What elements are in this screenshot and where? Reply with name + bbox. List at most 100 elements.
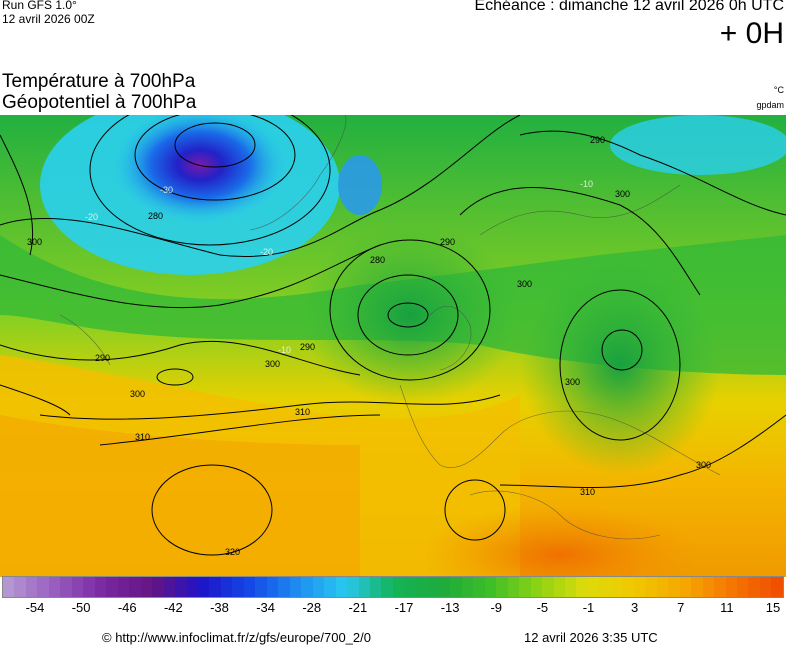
colorbar-cell — [140, 577, 153, 597]
contour-label: 300 — [265, 359, 280, 369]
colorbar-tick: -21 — [348, 600, 368, 615]
parameter-geopotential: Géopotentiel à 700hPa — [2, 92, 197, 113]
colorbar-cell — [266, 577, 279, 597]
colorbar-cell — [415, 577, 428, 597]
colorbar-cell — [243, 577, 256, 597]
colorbar-cell — [748, 577, 760, 597]
colorbar-cell — [484, 577, 497, 597]
contour-label: 280 — [370, 255, 385, 265]
colorbar-cell — [771, 577, 783, 597]
render-timestamp: 12 avril 2026 3:35 UTC — [524, 630, 658, 645]
coastlines — [59, 115, 721, 540]
colorbar-cell — [335, 577, 348, 597]
contour-label: 300 — [696, 460, 711, 470]
colorbar-cell — [255, 577, 267, 597]
contour-label: 300 — [27, 237, 42, 247]
colorbar-cell — [117, 577, 130, 597]
colorbar-cell — [278, 577, 290, 597]
colorbar-cell — [759, 577, 772, 597]
colorbar-cell — [645, 577, 657, 597]
colorbar-cell — [622, 577, 634, 597]
colorbar-cell — [37, 577, 49, 597]
colorbar-cell — [3, 577, 15, 597]
colorbar-cell — [358, 577, 370, 597]
colorbar-cell — [564, 577, 577, 597]
colorbar-cell — [725, 577, 737, 597]
contour-label: 320 — [225, 547, 240, 557]
unit-geopotential: gpdam — [756, 100, 784, 110]
colorbar-cell — [324, 577, 336, 597]
colorbar-cell — [473, 577, 485, 597]
colorbar-cell — [519, 577, 531, 597]
colorbar-tick: -17 — [394, 600, 414, 615]
contour-label: 300 — [130, 389, 145, 399]
contour-label: 300 — [517, 279, 532, 289]
colorbar-cell — [587, 577, 600, 597]
run-date: 12 avril 2026 00Z — [2, 12, 95, 26]
contour-label: 300 — [565, 377, 580, 387]
contour-label: 290 — [440, 237, 455, 247]
run-title: Run GFS 1.0° — [2, 0, 77, 12]
colorbar-cell — [404, 577, 416, 597]
colorbar-tick: -13 — [440, 600, 460, 615]
colorbar-cell — [427, 577, 439, 597]
source-link[interactable]: © http://www.infoclimat.fr/z/gfs/europe/… — [102, 630, 371, 645]
isotherm-label: -20 — [85, 212, 98, 222]
colorbar-tick: 15 — [765, 600, 781, 615]
parameter-temperature: Température à 700hPa — [2, 71, 196, 92]
colorbar-cell — [530, 577, 543, 597]
colorbar-cell — [232, 577, 244, 597]
colorbar-tick: 11 — [720, 600, 734, 615]
colorbar-cell — [175, 577, 187, 597]
colorbar-cell — [507, 577, 520, 597]
colorbar-tick: -9 — [490, 600, 503, 615]
colorbar-ticks: -54 -50 -46 -42 -38 -34 -28 -21 -17 -13 … — [0, 600, 786, 618]
contour-label: 310 — [135, 432, 150, 442]
colorbar-tick: -34 — [256, 600, 276, 615]
isotherm-label: -30 — [160, 185, 173, 195]
colorbar-cell — [461, 577, 474, 597]
colorbar-cell — [438, 577, 451, 597]
isotherm-label: -10 — [278, 345, 291, 355]
colorbar-cell — [599, 577, 611, 597]
isotherm-label: -20 — [260, 247, 273, 257]
colorbar-cell — [542, 577, 554, 597]
contour-label: 280 — [148, 211, 163, 221]
colorbar-cell — [496, 577, 508, 597]
colorbar-cell — [450, 577, 462, 597]
colorbar-cell — [679, 577, 692, 597]
colorbar-cell — [106, 577, 118, 597]
colorbar-tick: -46 — [117, 600, 137, 615]
weather-map: 280 280 290 290 290 290 300 300 300 300 … — [0, 115, 786, 577]
colorbar-cell — [83, 577, 95, 597]
colorbar-cell — [71, 577, 84, 597]
colorbar-cell — [14, 577, 26, 597]
colorbar-cell — [163, 577, 176, 597]
colorbar-cell — [301, 577, 313, 597]
cold-core — [110, 115, 290, 225]
colorbar-cell — [220, 577, 233, 597]
contour-label: 290 — [590, 135, 605, 145]
colorbar-tick: -54 — [25, 600, 45, 615]
contour-label: 310 — [580, 487, 595, 497]
unit-temperature: °C — [773, 85, 784, 95]
colorbar-tick: -38 — [210, 600, 229, 615]
colorbar-cell — [25, 577, 38, 597]
colorbar-cell — [714, 577, 726, 597]
colorbar-cell — [129, 577, 141, 597]
colorbar-cell — [48, 577, 61, 597]
isotherm-label: -10 — [580, 179, 593, 189]
contour-label: 290 — [300, 342, 315, 352]
contour-label: 300 — [615, 189, 630, 199]
contour-label: 310 — [295, 407, 310, 417]
geopotential-contours — [0, 115, 786, 556]
colorbar-cell — [186, 577, 198, 597]
colorbar-cell — [381, 577, 393, 597]
colorbar-cell — [94, 577, 107, 597]
colorbar-cell — [553, 577, 565, 597]
colorbar-cell — [152, 577, 164, 597]
forecast-offset: + 0H — [719, 17, 784, 50]
colorbar-tick: -1 — [582, 600, 595, 615]
colorbar-cell — [289, 577, 302, 597]
colorbar-cell — [668, 577, 680, 597]
